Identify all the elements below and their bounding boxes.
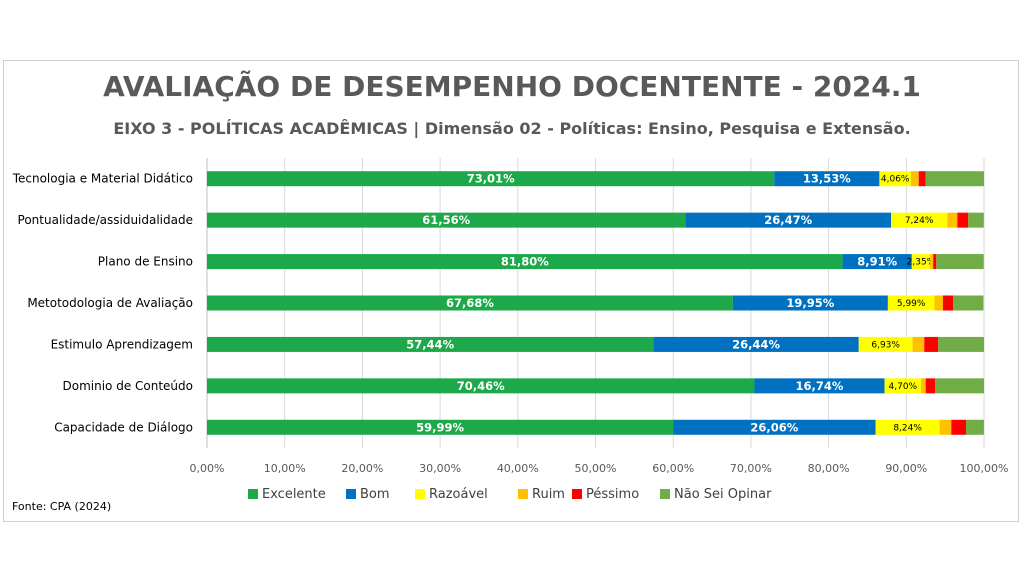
- data-label: 61,56%: [422, 213, 470, 227]
- x-tick-label: 30,00%: [419, 462, 461, 475]
- bar-segment-p-ssimo: [957, 212, 969, 228]
- bar-segment-bom: [754, 378, 885, 394]
- data-label: 16,74%: [796, 379, 844, 393]
- category-label: Plano de Ensino: [98, 255, 193, 269]
- bar-segment-razo-vel: [858, 336, 913, 352]
- data-label: 70,46%: [457, 379, 505, 393]
- legend-label: Bom: [360, 487, 390, 502]
- bar-segment-n-o-sei-opinar: [936, 254, 984, 270]
- legend-label: Péssimo: [586, 487, 639, 502]
- legend-label: Razoável: [429, 487, 488, 502]
- bar-segment-bom: [732, 295, 888, 311]
- bar-segment-n-o-sei-opinar: [938, 336, 984, 352]
- bar-segment-p-ssimo: [918, 171, 926, 187]
- bar-segment-razo-vel: [887, 295, 935, 311]
- chart-frame: [3, 60, 1019, 522]
- category-label: Tecnologia e Material Didático: [12, 172, 193, 186]
- bar-segment-p-ssimo: [951, 419, 967, 435]
- x-tick-label: 90,00%: [885, 462, 927, 475]
- data-label: 57,44%: [406, 337, 454, 351]
- bar-segment-ruim: [939, 419, 952, 435]
- legend-label: Ruim: [532, 487, 565, 502]
- bar-segment-n-o-sei-opinar: [953, 295, 984, 311]
- source-note: Fonte: CPA (2024): [12, 500, 112, 513]
- bar-segment-ruim: [910, 171, 919, 187]
- x-tick-label: 60,00%: [652, 462, 694, 475]
- bar-segment-razo-vel: [884, 378, 922, 394]
- bar-segment-excelente: [207, 378, 755, 394]
- bar-segment-ruim: [930, 254, 934, 270]
- bar-segment-ruim: [934, 295, 943, 311]
- bar-segment-ruim: [912, 336, 925, 352]
- category-label: Capacidade de Diálogo: [54, 420, 193, 434]
- bar-segment-bom: [774, 171, 880, 187]
- bar-segment-n-o-sei-opinar: [925, 171, 984, 187]
- data-label: 2,35%: [907, 258, 936, 268]
- category-label: Metotodologia de Avaliação: [27, 296, 193, 310]
- data-label: 4,70%: [889, 382, 918, 392]
- bar-segment-ruim: [947, 212, 958, 228]
- bar-segment-excelente: [207, 171, 775, 187]
- category-label: Pontualidade/assiduidalidade: [18, 213, 193, 227]
- x-tick-label: 50,00%: [575, 462, 617, 475]
- x-tick-label: 0,00%: [190, 462, 225, 475]
- bar-segment-excelente: [207, 336, 654, 352]
- data-label: 13,53%: [803, 172, 851, 186]
- legend-swatch: [572, 489, 582, 499]
- data-label: 7,24%: [905, 216, 934, 226]
- chart-title: AVALIAÇÃO DE DESEMPENHO DOCENTENTE - 202…: [103, 70, 921, 103]
- bar-segment-bom: [685, 212, 891, 228]
- data-label: 26,47%: [764, 213, 812, 227]
- data-label: 8,91%: [857, 255, 897, 269]
- bar-segment-excelente: [207, 295, 733, 311]
- bar-segment-excelente: [207, 419, 674, 435]
- bar-segment-n-o-sei-opinar: [968, 212, 984, 228]
- legend-swatch: [415, 489, 425, 499]
- legend-swatch: [248, 489, 258, 499]
- bar-segment-p-ssimo: [925, 378, 936, 394]
- bar-segment-p-ssimo: [942, 295, 954, 311]
- x-tick-label: 10,00%: [264, 462, 306, 475]
- bar-segment-bom: [842, 254, 912, 270]
- bar-segment-bom: [653, 336, 859, 352]
- category-label: Dominio de Conteúdo: [63, 379, 194, 393]
- bar-segment-excelente: [207, 212, 686, 228]
- category-label: Estimulo Aprendizagem: [51, 337, 193, 351]
- bar-segment-razo-vel: [875, 419, 940, 435]
- bar-segment-ruim: [921, 378, 926, 394]
- data-label: 6,93%: [871, 340, 900, 350]
- legend-swatch: [346, 489, 356, 499]
- bar-segment-razo-vel: [879, 171, 911, 187]
- legend-swatch: [518, 489, 528, 499]
- data-label: 26,44%: [732, 337, 780, 351]
- data-label: 8,24%: [893, 423, 922, 433]
- legend-label: Não Sei Opinar: [674, 487, 772, 502]
- bar-segment-p-ssimo: [924, 336, 939, 352]
- legend-swatch: [660, 489, 670, 499]
- legend-label: Excelente: [262, 487, 326, 502]
- chart-subtitle: EIXO 3 - POLÍTICAS ACADÊMICAS | Dimensão…: [113, 119, 911, 138]
- bar-segment-p-ssimo: [933, 254, 937, 270]
- x-tick-label: 80,00%: [808, 462, 850, 475]
- x-tick-label: 40,00%: [497, 462, 539, 475]
- x-tick-label: 100,00%: [960, 462, 1009, 475]
- bar-segment-bom: [673, 419, 876, 435]
- bar-segment-razo-vel: [890, 212, 948, 228]
- bar-segment-n-o-sei-opinar: [966, 419, 984, 435]
- bar-segment-razo-vel: [911, 254, 931, 270]
- data-label: 67,68%: [446, 296, 494, 310]
- data-label: 73,01%: [467, 172, 515, 186]
- x-tick-label: 70,00%: [730, 462, 772, 475]
- bar-segment-excelente: [207, 254, 843, 270]
- data-label: 81,80%: [501, 255, 549, 269]
- bar-segment-n-o-sei-opinar: [935, 378, 984, 394]
- data-label: 19,95%: [786, 296, 834, 310]
- data-label: 59,99%: [416, 420, 464, 434]
- data-label: 4,06%: [881, 175, 910, 185]
- data-label: 26,06%: [750, 420, 798, 434]
- x-tick-label: 20,00%: [341, 462, 383, 475]
- data-label: 5,99%: [897, 299, 926, 309]
